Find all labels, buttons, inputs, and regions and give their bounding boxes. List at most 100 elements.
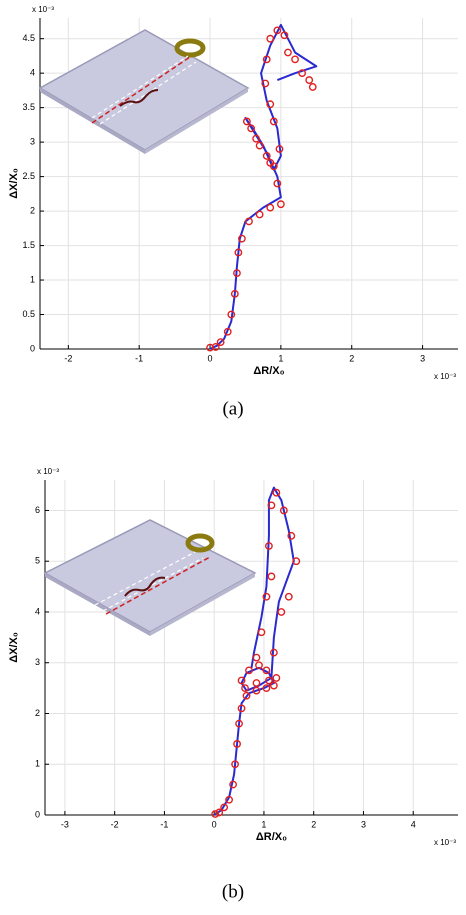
y-tick-label: 3 <box>35 657 40 667</box>
data-point <box>235 719 243 728</box>
data-point <box>305 76 314 84</box>
x-exponent: x 10⁻³ <box>434 838 456 847</box>
data-point <box>269 648 278 657</box>
x-axis-label: ΔR/X₀ <box>253 365 284 377</box>
data-point <box>279 506 288 515</box>
data-point <box>262 666 271 675</box>
data-point <box>292 557 301 566</box>
data-point <box>269 162 278 171</box>
data-point <box>252 653 261 662</box>
data-point <box>245 217 253 226</box>
x-tick-label: -2 <box>64 353 72 363</box>
data-point <box>252 686 261 695</box>
data-point <box>298 69 307 78</box>
caption: (a) <box>222 398 243 419</box>
x-tick-label: 4 <box>411 819 416 829</box>
data-point <box>276 200 285 209</box>
data-point <box>266 203 275 212</box>
data-point <box>247 124 256 133</box>
x-tick-label: 2 <box>311 819 316 829</box>
data-point <box>262 684 271 693</box>
data-point <box>267 501 276 510</box>
y-tick-label: 2.5 <box>22 171 35 181</box>
data-point <box>223 327 232 336</box>
data-point <box>284 592 293 601</box>
x-tick-label: 2 <box>349 353 354 363</box>
data-point <box>280 31 289 40</box>
y-tick-label: 0 <box>30 343 35 353</box>
y-tick-label: 3 <box>30 137 35 147</box>
data-point <box>234 248 243 257</box>
y-tick-label: 0 <box>35 809 40 819</box>
data-point <box>272 674 281 682</box>
data-point <box>262 152 271 160</box>
x-tick-label: 1 <box>278 353 283 363</box>
data-point <box>238 234 246 243</box>
x-tick-label: -1 <box>135 353 143 363</box>
data-point <box>255 661 263 670</box>
y-tick-label: 1 <box>30 274 35 284</box>
data-point <box>284 48 292 57</box>
data-point <box>291 55 299 64</box>
data-point <box>255 210 264 219</box>
y-tick-label: 6 <box>35 505 40 515</box>
y-tick-label: 2 <box>30 205 35 215</box>
data-point <box>229 780 237 789</box>
data-point <box>257 628 266 637</box>
plot-area <box>45 480 458 815</box>
data-point <box>233 269 241 278</box>
data-point <box>241 684 249 693</box>
data-point <box>242 691 251 700</box>
x-tick-label: -2 <box>111 819 119 829</box>
data-point <box>215 808 224 817</box>
data-point <box>237 704 246 713</box>
data-point <box>227 310 236 319</box>
data-point <box>277 608 286 616</box>
y-tick-label: 5 <box>35 556 40 566</box>
y-axis-label: ΔX/X₀ <box>8 168 20 199</box>
chart: -2 -1 0 1 2 3 0 0.5 1 1.5 2 2.5 3 3.5 4 4.5 ΔR/X₀ ΔX/X₀ x … <box>8 5 458 419</box>
data-point <box>272 488 281 497</box>
x-axis-label: ΔR/X₀ <box>256 831 287 843</box>
data-point <box>262 592 271 601</box>
data-point <box>269 681 278 690</box>
inset-illustration <box>43 519 257 636</box>
data-point <box>231 760 239 769</box>
y-tick-label: 2 <box>35 708 40 718</box>
x-tick-label: 0 <box>212 819 217 829</box>
x-tick-label: 1 <box>261 819 266 829</box>
data-point <box>265 542 273 550</box>
y-tick-label: 4 <box>30 68 35 78</box>
data-point <box>266 100 275 109</box>
y-exponent: x 10⁻³ <box>32 5 54 14</box>
chart: -3 -2 -1 0 1 2 3 4 0 1 2 3 4 5 6 ΔR/X₀ ΔX/X₀ x 10⁻³ x 10⁻³… <box>8 467 458 902</box>
y-exponent: x 10⁻³ <box>37 467 59 476</box>
y-tick-label: 0.5 <box>22 309 35 319</box>
data-point <box>287 531 296 540</box>
data-point <box>216 338 225 347</box>
data-point <box>211 343 220 351</box>
y-tick-label: 3.5 <box>22 102 35 112</box>
x-tick-label: -3 <box>61 819 69 829</box>
data-point <box>261 79 270 88</box>
data-point <box>230 289 239 298</box>
y-tick-label: 1.5 <box>22 240 35 250</box>
data-point <box>252 134 260 143</box>
data-point <box>252 679 261 687</box>
data-point <box>266 34 275 43</box>
data-point <box>262 55 271 64</box>
x-tick-label: 0 <box>208 353 213 363</box>
data-point <box>242 117 251 126</box>
caption: (b) <box>222 881 244 902</box>
data-point <box>237 676 246 685</box>
data-point <box>267 572 276 581</box>
data-point <box>245 666 253 675</box>
y-axis-label: ΔX/X₀ <box>8 632 20 663</box>
data-point <box>273 26 282 35</box>
x-tick-label: -1 <box>160 819 168 829</box>
y-tick-label: 4 <box>35 606 40 616</box>
inset-illustration <box>38 29 250 154</box>
data-point <box>265 676 273 685</box>
data-point <box>233 740 241 748</box>
x-exponent: x 10⁻³ <box>434 372 456 381</box>
